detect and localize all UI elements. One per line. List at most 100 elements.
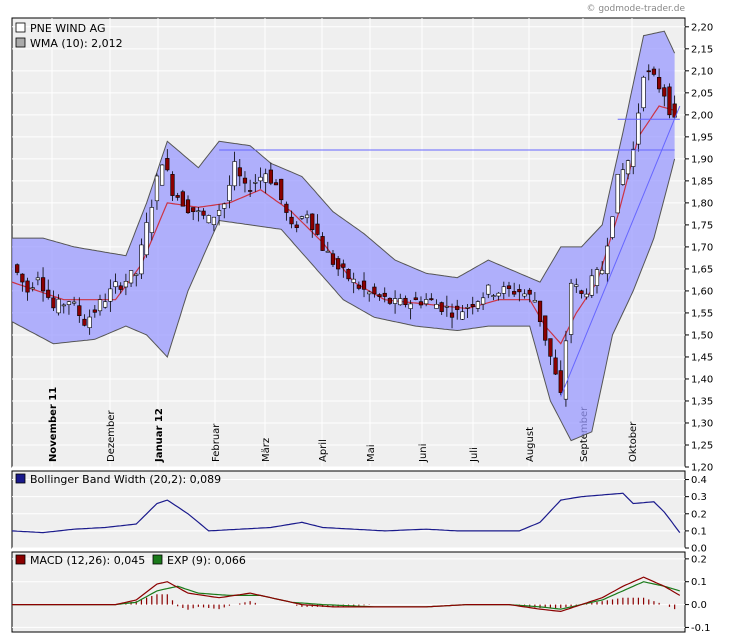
price-axis-tick-label: 1,85 (691, 176, 713, 187)
price-axis-tick-label: 1,20 (691, 463, 713, 474)
exp-line (12, 581, 680, 610)
candle-body (232, 161, 237, 187)
candle-body (444, 305, 449, 308)
candle-body (506, 285, 512, 289)
candle-body (548, 338, 553, 357)
exp-legend-item: EXP (9): 0,066 (167, 554, 246, 567)
candle-body (273, 182, 279, 186)
candle-body (320, 236, 325, 251)
candle-body (387, 297, 393, 304)
candle-body (310, 213, 315, 230)
candle-body (346, 269, 351, 280)
candle-body (496, 292, 501, 297)
price-axis-tick-label: 2,10 (691, 66, 713, 77)
price-axis-tick-label: 1,45 (691, 352, 713, 363)
price-axis-tick-label: 1,80 (691, 198, 713, 209)
candle-body (579, 290, 584, 294)
candle-body (66, 301, 72, 305)
bbw-axis-tick-label: 0.3 (691, 492, 707, 503)
candle-body (325, 250, 330, 253)
bollinger-lower (11, 158, 676, 442)
bbw-axis-tick-label: 0.0 (691, 544, 707, 555)
candle-body (625, 160, 631, 175)
candle-body (222, 203, 227, 209)
candle-body (455, 305, 460, 310)
candle-body (449, 312, 455, 318)
candle-body (46, 289, 51, 298)
candle-body (134, 273, 139, 276)
month-label: März (261, 438, 272, 462)
candle-body (154, 175, 160, 202)
price-legend-item: PNE WIND AG (30, 22, 105, 35)
candle-body (377, 294, 382, 297)
candle-body (392, 298, 398, 304)
candle-body (667, 86, 672, 116)
price-axis-tick-label: 1,25 (691, 440, 713, 451)
candle-body (51, 297, 56, 309)
month-label: Juni (418, 444, 429, 463)
price-axis-tick-label: 1,35 (691, 396, 713, 407)
price-axis-tick-label: 1,30 (691, 418, 713, 429)
price-axis-tick-label: 1,55 (691, 308, 713, 319)
candle-body (108, 288, 113, 302)
candle-body (418, 301, 424, 306)
candle-body (657, 77, 662, 90)
candle-body (299, 216, 305, 219)
month-label: April (318, 439, 329, 462)
candle-body (149, 207, 154, 233)
candle-body (491, 295, 496, 297)
candle-body (284, 203, 289, 213)
bbw-legend-item: Bollinger Band Width (20,2): 0,089 (30, 473, 221, 486)
candle-body (139, 244, 144, 275)
candle-body (294, 224, 299, 228)
candle-body (620, 169, 625, 185)
price-axis-tick-label: 2,00 (691, 110, 713, 121)
candle-body (263, 173, 268, 183)
price-panel: 1,20 1,25 1,30 1,35 1,40 1,45 1,50 1,55 1,60 1,65… (11, 17, 713, 474)
price-axis-tick-label: 1,70 (691, 242, 713, 253)
candle-body (403, 297, 408, 306)
bbw-panel-frame (11, 470, 686, 549)
candle-body (20, 273, 25, 283)
candle-body (610, 216, 615, 238)
candle-body (636, 112, 641, 145)
candle-body (191, 207, 196, 213)
candle-body (434, 303, 439, 309)
month-label: Oktober (628, 421, 639, 462)
candle-body (465, 307, 470, 309)
price-axis-tick-label: 1,40 (691, 374, 713, 385)
macd-legend-item: MACD (12,26): 0,045 (30, 554, 145, 567)
candle-body (77, 305, 82, 316)
candle-body (97, 299, 103, 312)
bollinger-upper (12, 30, 676, 283)
candle-body (253, 182, 258, 184)
bbw-axis-tick-label: 0.4 (691, 475, 707, 486)
candle-body (475, 301, 481, 309)
price-axis-tick-label: 2,20 (691, 22, 713, 33)
month-label: Mai (366, 444, 377, 462)
candle-body (589, 275, 594, 296)
candle-body (185, 199, 191, 214)
candle-body (196, 210, 201, 213)
candle-body (501, 286, 506, 294)
candle-body (367, 291, 372, 295)
macd-legend-item-swatch (15, 554, 26, 565)
candle-body (351, 278, 356, 283)
price-legend-item: WMA (10): 2,012 (30, 37, 123, 50)
support-trend-line (560, 105, 681, 397)
macd-axis-tick-label: -0.1 (691, 623, 711, 634)
candle-body (92, 309, 97, 313)
candle-body (532, 300, 537, 303)
price-axis-tick-label: 1,75 (691, 220, 713, 231)
macd-axis-tick-label: 0.2 (691, 554, 707, 565)
bbw-axis-tick-label: 0.2 (691, 509, 707, 520)
candle-body (439, 302, 444, 312)
candle-body (82, 318, 87, 326)
bbw-axis-tick-label: 0.1 (691, 526, 707, 537)
candle-body (413, 297, 418, 300)
candle-body (512, 291, 517, 295)
price-legend-item-swatch (15, 22, 26, 33)
candle-body (470, 304, 475, 307)
candle-body (594, 269, 600, 286)
